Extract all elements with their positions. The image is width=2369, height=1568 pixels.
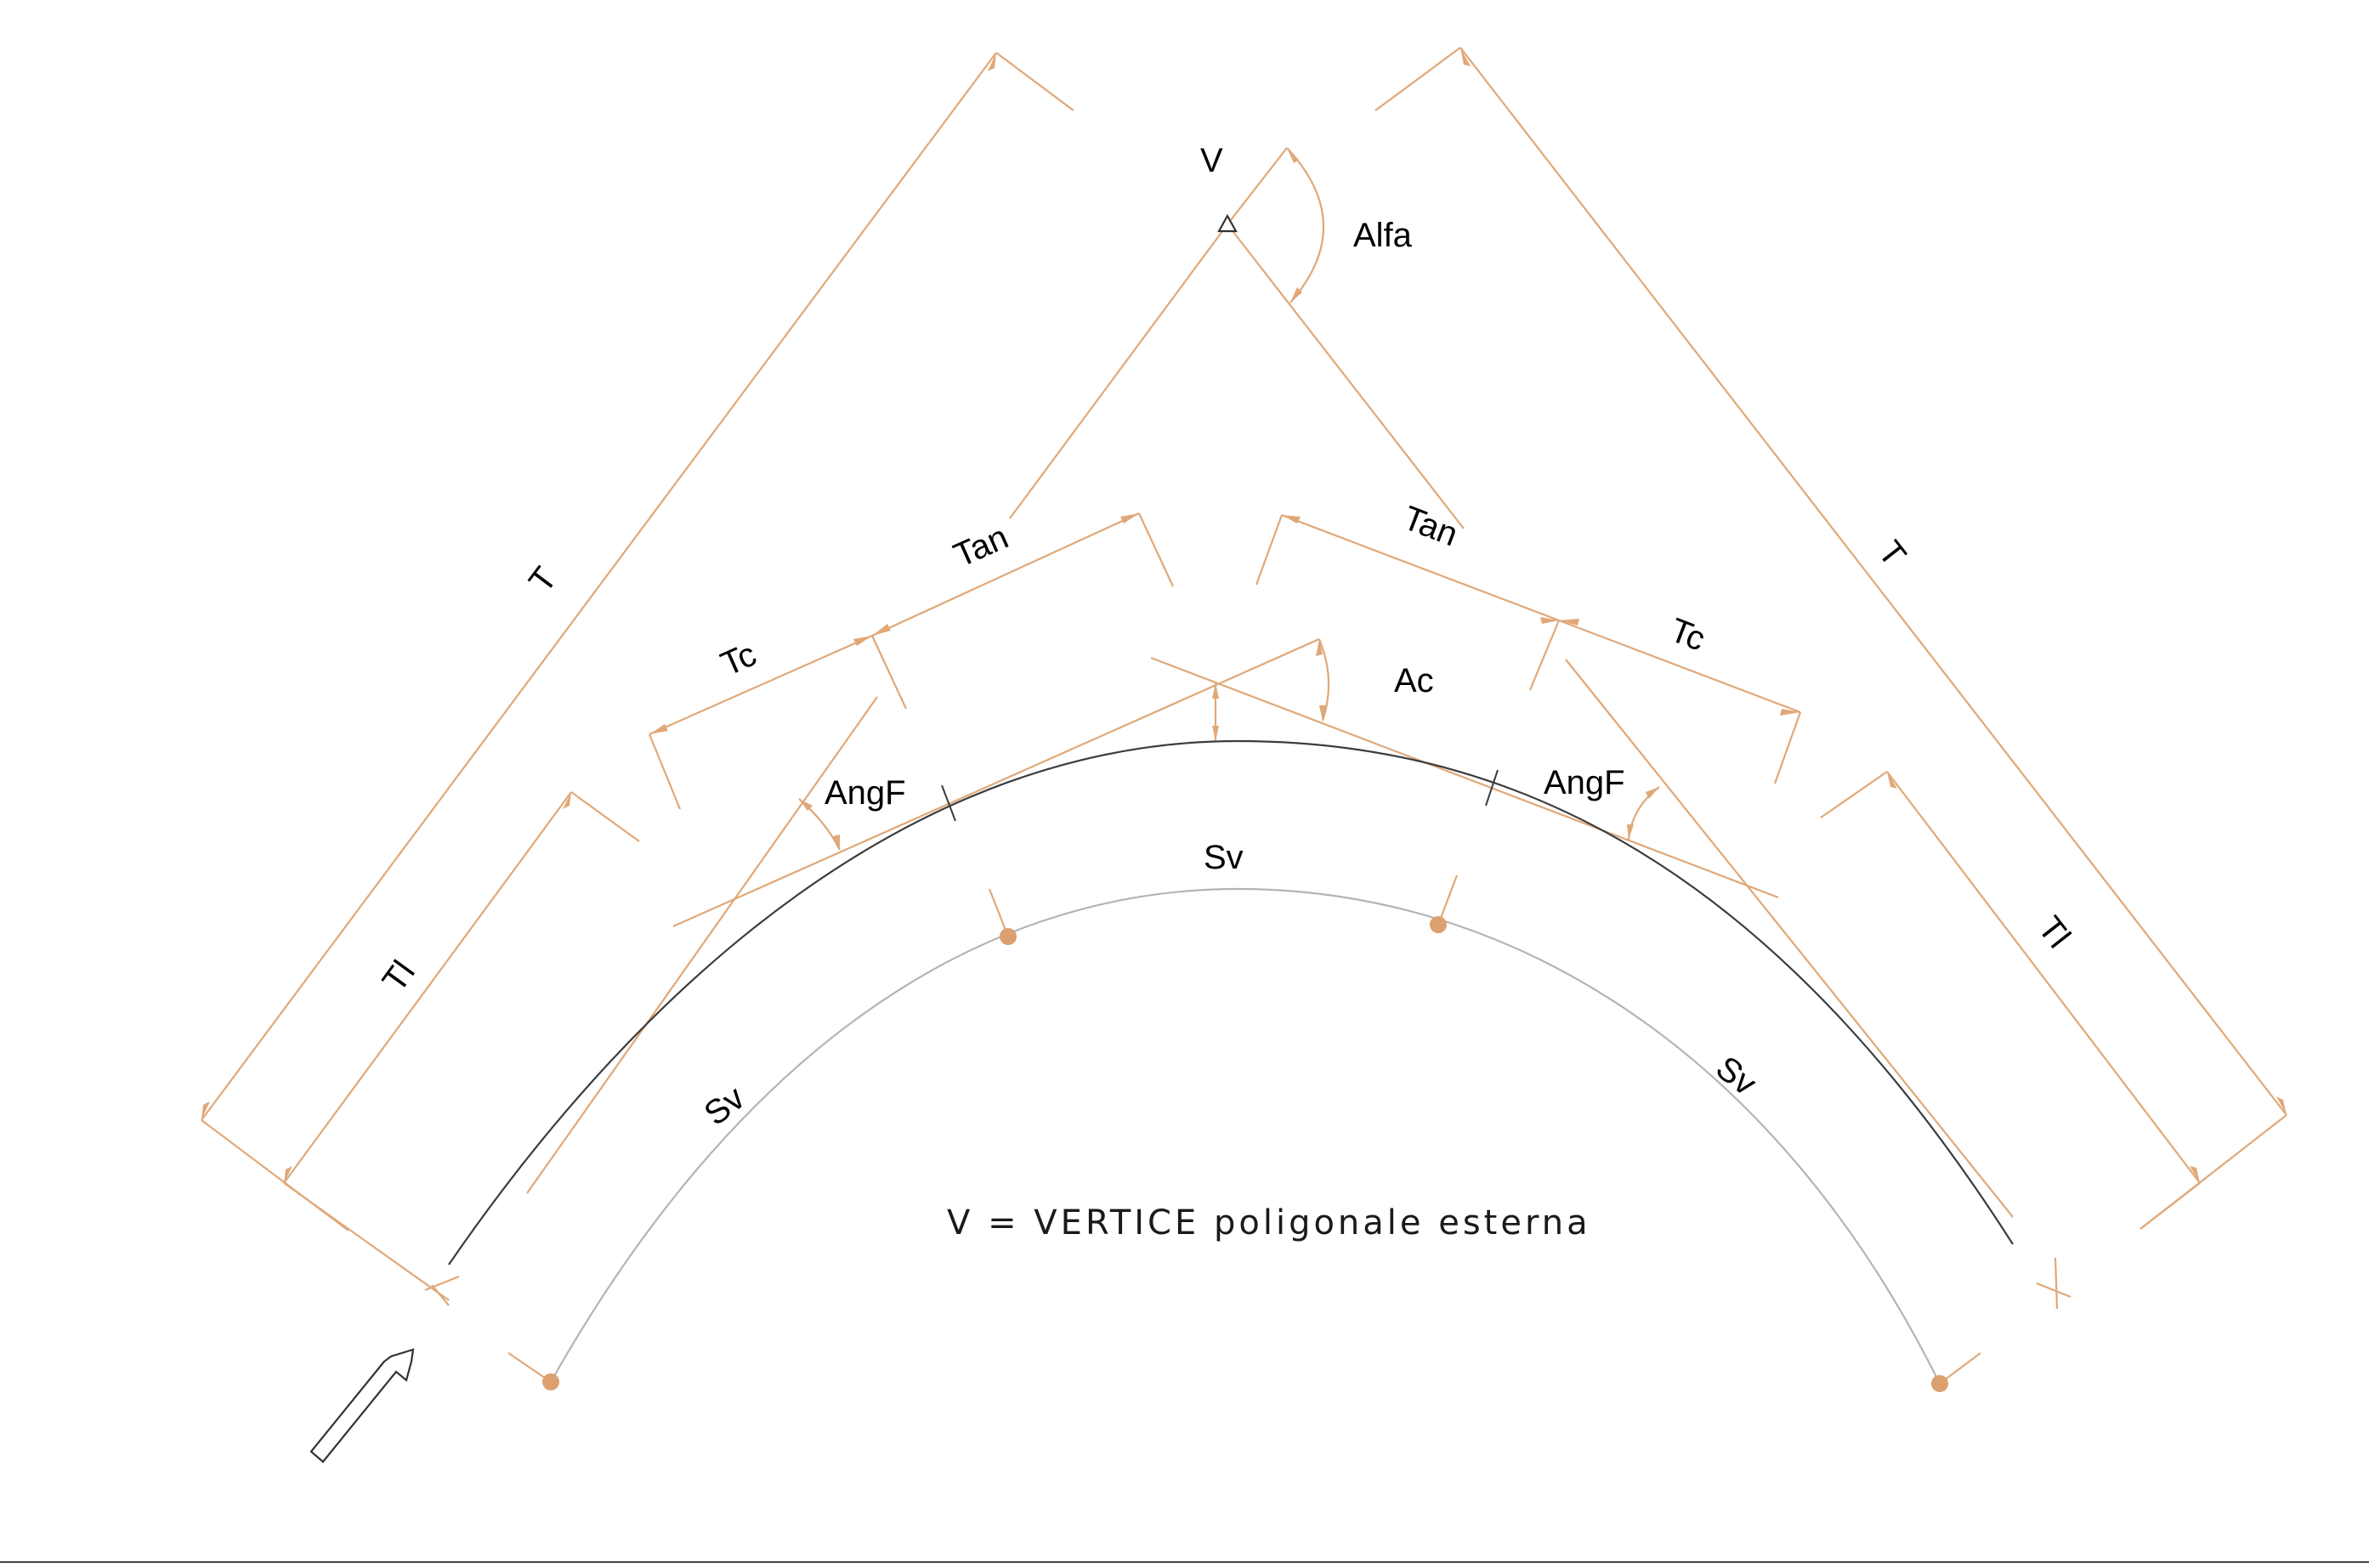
label-tl-right: Tl [2031, 909, 2077, 954]
dimension-tl-left [283, 791, 640, 1301]
dimension-tan-left [871, 512, 1174, 637]
offset-nodes [507, 875, 1981, 1392]
label-t-left: T [522, 560, 564, 599]
angf-right-construction [1565, 659, 2014, 1218]
alfa-angle-arc [1286, 147, 1325, 303]
triangle-icon [1217, 213, 1238, 233]
dimension-tan-right [1255, 513, 1560, 622]
label-t-right: T [1871, 534, 1913, 573]
label-angf-left: AngF [825, 774, 906, 812]
arrow-up-right-icon [309, 1348, 415, 1463]
node-mid-left [1000, 928, 1017, 945]
node-right [1931, 1375, 1948, 1392]
node-mid-right [1430, 916, 1447, 933]
tangent-construction [672, 637, 1779, 928]
label-angf-right: AngF [1544, 764, 1625, 801]
dimension-t-left [201, 52, 1074, 1231]
label-sv-top: Sv [1204, 839, 1244, 876]
curve-tick-left [941, 784, 956, 822]
dimension-tc-left [648, 624, 907, 810]
label-tc-right: Tc [1665, 611, 1710, 658]
label-tl-left: Tl [376, 954, 422, 999]
curve-tick-right [1485, 769, 1499, 807]
label-tan-right: Tan [1398, 499, 1463, 553]
label-vertex: V [1200, 142, 1223, 179]
dimension-tc-right [1528, 617, 1802, 784]
dimension-tl-right [1820, 771, 2201, 1230]
angf-left-construction [526, 696, 878, 1194]
label-alfa: Alfa [1353, 217, 1413, 254]
node-left [542, 1373, 559, 1390]
label-sv-right: Sv [1709, 1049, 1763, 1102]
dimension-t-right [1374, 47, 2287, 1230]
label-tan-left: Tan [949, 518, 1014, 575]
offset-curve [550, 887, 1941, 1384]
label-ac: Ac [1394, 662, 1434, 699]
curve-end-right [2036, 1257, 2071, 1310]
label-tc-left: Tc [716, 636, 762, 683]
polygon-legs [1009, 147, 1465, 529]
main-curve [448, 739, 2014, 1265]
legend-note: V = VERTICE poligonale esterna [947, 1203, 1591, 1243]
curve-end-left [424, 1275, 460, 1306]
label-sv-left: Sv [697, 1079, 751, 1133]
